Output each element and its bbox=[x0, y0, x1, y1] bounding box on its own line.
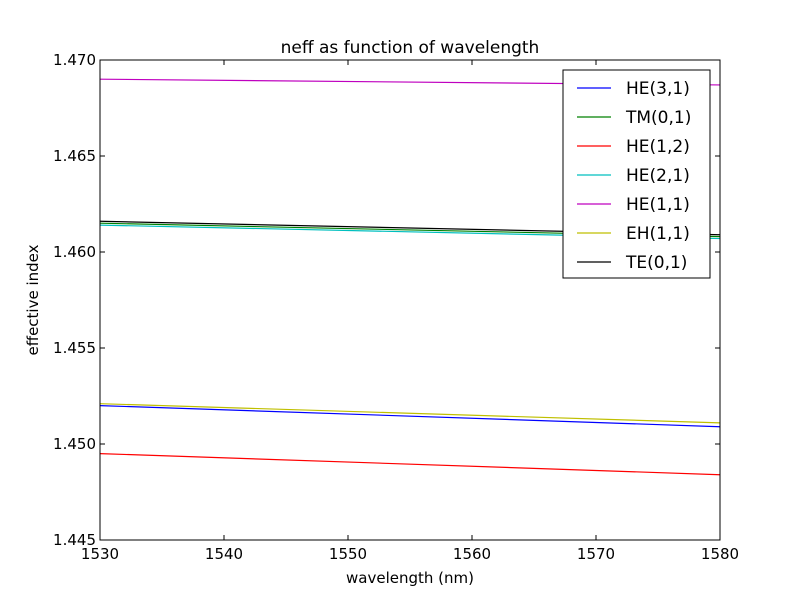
chart-title: neff as function of wavelength bbox=[281, 38, 540, 58]
legend-label: TM(0,1) bbox=[625, 108, 691, 128]
series-line-HE(1,2) bbox=[99, 453, 721, 476]
legend-label: HE(1,1) bbox=[626, 195, 690, 215]
x-tick-label: 1560 bbox=[453, 545, 491, 563]
y-tick-label: 1.450 bbox=[53, 435, 96, 453]
series-line-EH(1,1) bbox=[99, 403, 721, 424]
legend-label: EH(1,1) bbox=[626, 224, 690, 244]
legend-label: TE(0,1) bbox=[625, 253, 687, 273]
y-tick-label: 1.470 bbox=[53, 51, 96, 69]
plot-frame bbox=[99, 59, 721, 541]
y-axis-label: effective index bbox=[24, 244, 42, 355]
y-tick-label: 1.465 bbox=[53, 147, 96, 165]
x-tick-label: 1540 bbox=[205, 545, 243, 563]
legend: HE(3,1) TM(0,1) HE(1,2) HE(2,1) HE(1,1) EH(1,… bbox=[562, 69, 711, 279]
y-tick-label: 1.445 bbox=[53, 531, 96, 549]
legend-box bbox=[562, 69, 711, 279]
y-tick-label: 1.455 bbox=[53, 339, 96, 357]
x-axis-label: wavelength (nm) bbox=[346, 569, 474, 587]
x-tick-label: 1530 bbox=[81, 545, 119, 563]
series-line-HE(3,1) bbox=[99, 405, 721, 428]
x-tick-label: 1550 bbox=[329, 545, 367, 563]
x-tick-label: 1570 bbox=[577, 545, 615, 563]
legend-label: HE(2,1) bbox=[626, 166, 690, 186]
x-tick-label: 1580 bbox=[701, 545, 739, 563]
legend-label: HE(1,2) bbox=[626, 137, 690, 157]
legend-label: HE(3,1) bbox=[626, 79, 690, 99]
y-tick-label: 1.460 bbox=[53, 243, 96, 261]
